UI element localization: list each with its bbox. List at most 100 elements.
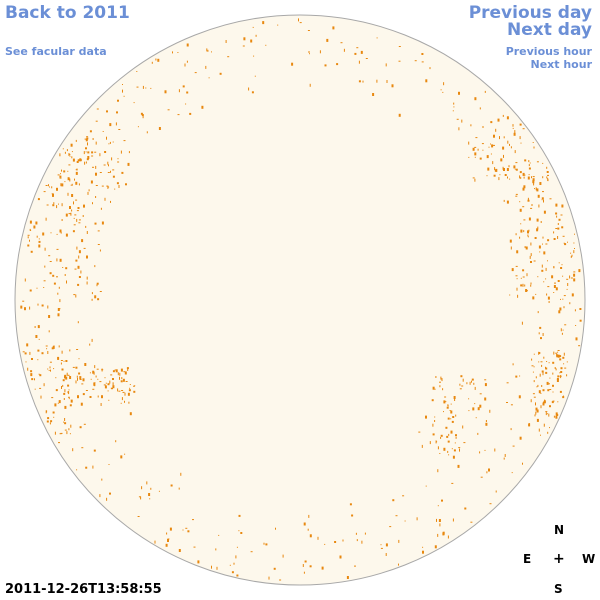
facula-point (31, 358, 33, 360)
facula-point (365, 58, 368, 59)
facula-point (555, 287, 558, 291)
facula-point (530, 284, 532, 287)
facula-point (472, 407, 475, 411)
facula-point (85, 225, 87, 228)
facula-point (542, 236, 544, 239)
facula-point (542, 389, 545, 392)
facula-point (562, 235, 565, 237)
facula-point (63, 421, 65, 423)
facula-point (485, 422, 488, 426)
facula-point (29, 228, 31, 231)
facula-point (487, 167, 490, 171)
facula-point (178, 549, 181, 552)
facula-point (438, 519, 441, 522)
facula-point (59, 177, 62, 179)
facula-point (495, 128, 497, 132)
facula-point (52, 274, 55, 277)
facula-point (453, 106, 455, 108)
facula-point (252, 26, 254, 28)
facula-point (124, 453, 126, 455)
facula-point (511, 472, 513, 474)
facula-point (535, 402, 536, 406)
facula-point (356, 47, 359, 49)
facula-point (211, 565, 212, 569)
facula-point (355, 532, 357, 535)
previous-hour-link[interactable]: Previous hour (505, 45, 592, 58)
facula-point (358, 80, 361, 83)
facular-data-link[interactable]: See facular data (5, 45, 107, 58)
facula-point (516, 278, 518, 280)
facula-point (94, 365, 96, 369)
facula-point (537, 384, 539, 387)
facula-point (93, 382, 96, 386)
facula-point (512, 445, 515, 447)
facula-point (129, 387, 131, 389)
facula-point (562, 298, 564, 300)
facula-point (72, 158, 75, 162)
facula-point (538, 245, 541, 249)
facula-point (97, 244, 100, 245)
facula-point (570, 277, 573, 279)
facula-point (79, 426, 82, 429)
facula-point (73, 217, 75, 219)
facula-point (78, 358, 80, 360)
facula-point (532, 180, 535, 184)
facula-point (571, 254, 573, 257)
facula-point (455, 436, 457, 439)
facula-point (170, 484, 173, 487)
facula-point (92, 465, 94, 469)
facula-point (562, 396, 565, 399)
facula-point (474, 152, 477, 156)
facula-point (562, 275, 564, 277)
facula-point (142, 115, 144, 119)
facula-point (29, 220, 32, 224)
facula-point (122, 391, 125, 393)
facula-point (536, 188, 539, 192)
facula-point (558, 310, 561, 314)
facula-point (129, 384, 131, 385)
facula-point (494, 448, 496, 452)
facula-point (515, 265, 518, 267)
facula-point (76, 161, 79, 163)
facula-point (518, 395, 521, 399)
facula-point (142, 85, 144, 89)
facula-point (479, 393, 482, 395)
facula-point (65, 213, 68, 217)
facula-point (528, 167, 531, 170)
facula-point (76, 375, 78, 378)
facula-point (106, 497, 108, 501)
facula-point (484, 383, 487, 387)
facula-point (101, 478, 103, 481)
facula-point (70, 212, 72, 216)
facula-point (340, 42, 343, 44)
facula-point (71, 194, 74, 197)
facula-point (432, 386, 435, 390)
facula-point (75, 380, 77, 384)
facula-point (127, 392, 130, 396)
back-to-year-link[interactable]: Back to 2011 (5, 3, 130, 23)
facula-point (75, 294, 77, 298)
facula-point (108, 399, 110, 401)
facula-point (75, 366, 78, 369)
facula-point (136, 86, 139, 88)
previous-day-link[interactable]: Previous day (468, 3, 592, 23)
facula-point (543, 281, 545, 283)
facula-point (250, 551, 253, 553)
facula-point (529, 255, 531, 259)
facular-points (20, 18, 582, 581)
facula-point (116, 182, 119, 185)
facula-point (471, 378, 474, 381)
facula-point (69, 349, 71, 352)
facula-point (101, 221, 104, 225)
facula-point (127, 369, 129, 371)
facula-point (106, 110, 108, 113)
facula-point (189, 112, 192, 115)
next-day-link[interactable]: Next day (507, 20, 592, 40)
facula-point (177, 114, 180, 116)
next-hour-link[interactable]: Next hour (530, 58, 593, 71)
facula-point (299, 22, 302, 24)
facula-point (515, 375, 518, 378)
facula-point (543, 423, 545, 427)
facula-point (506, 116, 509, 120)
facula-point (80, 402, 83, 406)
